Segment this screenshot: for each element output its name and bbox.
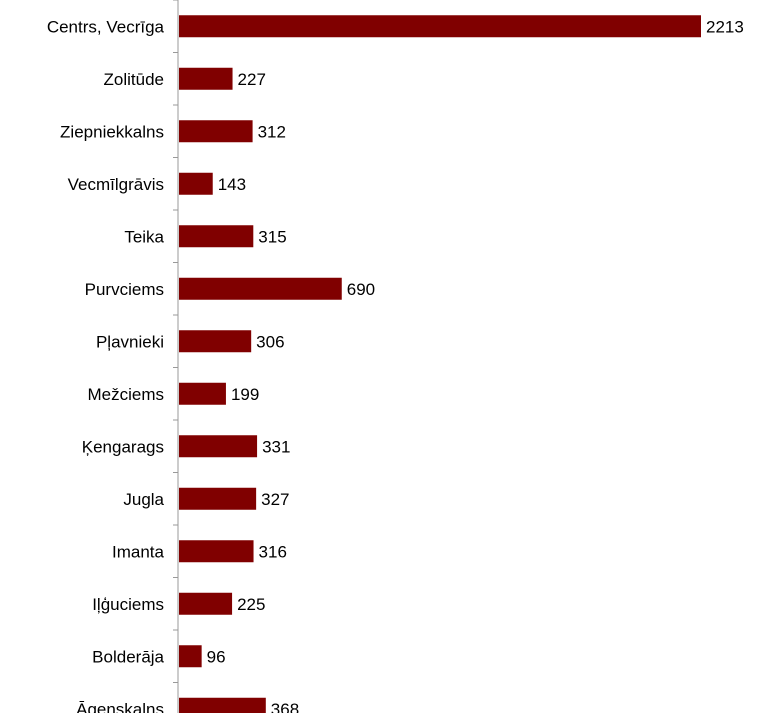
category-label: Āgenskalns: [76, 700, 164, 713]
category-label: Pļavnieki: [96, 332, 164, 351]
data-label: 306: [256, 332, 284, 351]
bar: [179, 15, 701, 38]
bar: [179, 330, 252, 353]
category-label: Centrs, Vecrīga: [47, 17, 165, 36]
data-label: 227: [238, 70, 266, 89]
bar: [179, 67, 233, 90]
category-label: Purvciems: [85, 280, 164, 299]
data-label: 312: [258, 122, 286, 141]
category-label: Zolitūde: [104, 70, 164, 89]
data-label: 225: [237, 595, 265, 614]
category-label: Mežciems: [87, 385, 164, 404]
bar: [179, 592, 233, 615]
bar: [179, 225, 254, 248]
data-label: 316: [259, 542, 287, 561]
category-label: Imanta: [112, 542, 165, 561]
data-label: 2213: [706, 17, 744, 36]
bar: [179, 540, 254, 563]
data-label: 143: [218, 175, 246, 194]
data-label: 96: [207, 647, 226, 666]
data-label: 199: [231, 385, 259, 404]
category-label: Ķengarags: [82, 437, 164, 456]
data-label: 690: [347, 280, 375, 299]
bar: [179, 120, 253, 143]
bar: [179, 382, 226, 405]
bar: [179, 697, 266, 713]
category-label: Teika: [124, 227, 164, 246]
bar: [179, 277, 342, 300]
data-label: 315: [258, 227, 286, 246]
category-label: Ziepniekkalns: [60, 122, 164, 141]
labels-layer: Centrs, Vecrīga 2213 Zolitūde 227 Ziepniekka…: [47, 17, 744, 713]
category-label: Vecmīlgrāvis: [68, 175, 164, 194]
category-label: Jugla: [123, 490, 164, 509]
data-label: 331: [262, 437, 290, 456]
axis-layer: [173, 0, 179, 713]
bar: [179, 435, 258, 458]
bars-layer: [179, 15, 701, 713]
bar: [179, 645, 202, 668]
data-label: 327: [261, 490, 289, 509]
bar: [179, 172, 213, 195]
category-label: Bolderāja: [92, 647, 164, 666]
data-label: 368: [271, 700, 299, 713]
bar: [179, 487, 257, 510]
category-label: Iļģuciems: [92, 595, 164, 614]
